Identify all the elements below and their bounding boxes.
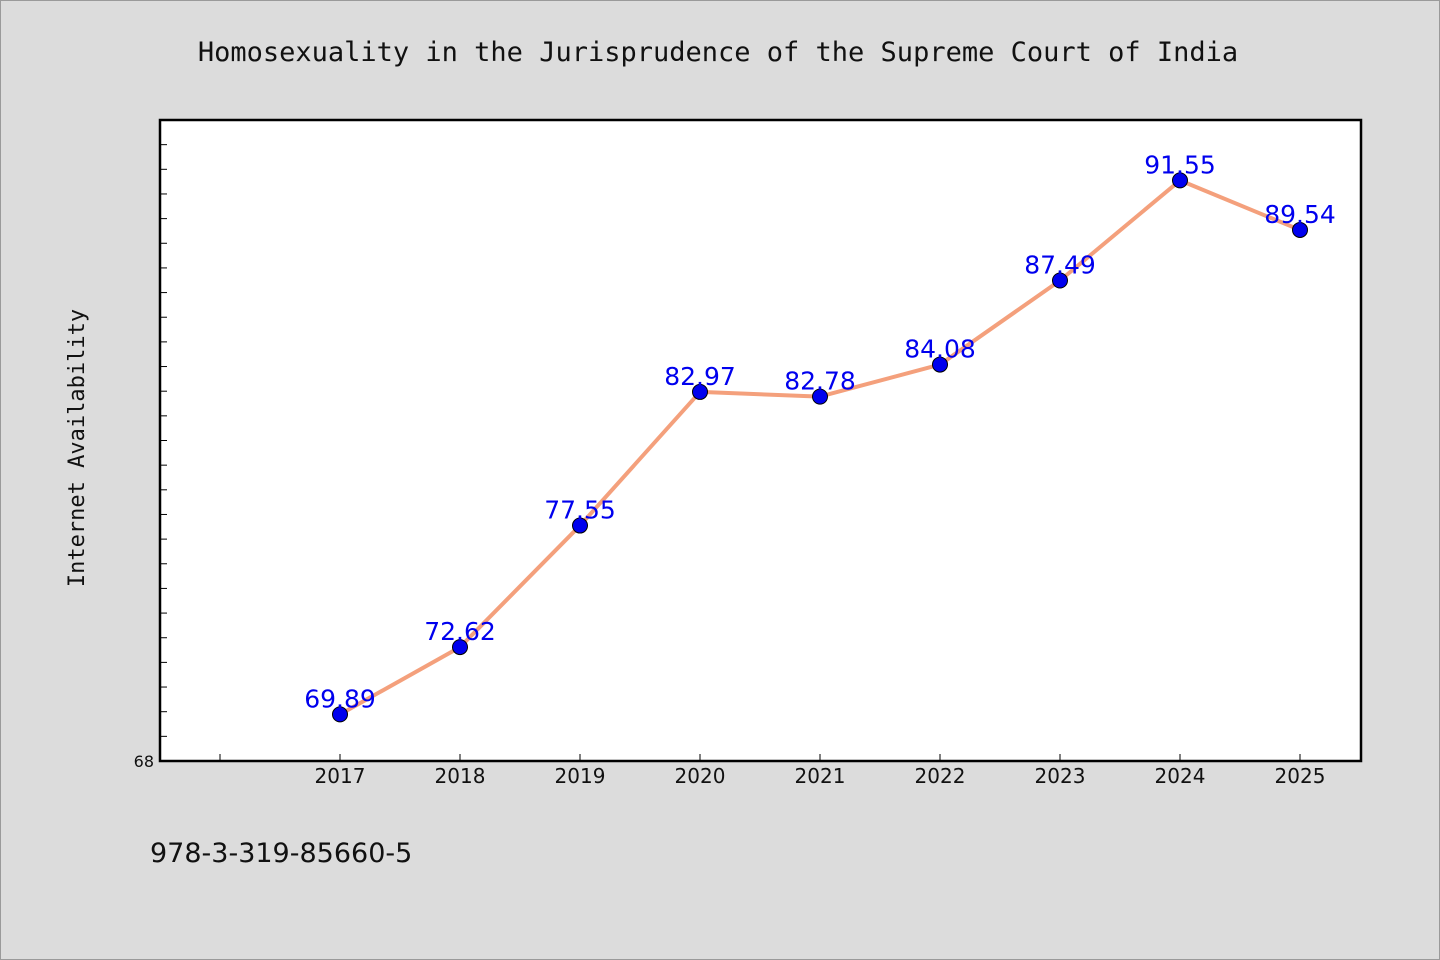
data-label: 69.89 — [304, 684, 376, 713]
x-tick-label: 2018 — [435, 764, 486, 788]
x-ticks: 2017 2018 2019 2020 2021 2022 2023 2024 2025 — [219, 754, 1326, 788]
data-label: 72.62 — [424, 617, 496, 646]
data-label: 91.55 — [1144, 150, 1216, 179]
plot-area — [158, 118, 1363, 763]
x-tick-label: 2019 — [555, 764, 606, 788]
data-label: 82.97 — [664, 362, 736, 391]
data-label: 87.49 — [1024, 250, 1096, 279]
data-label: 77.55 — [544, 496, 616, 525]
x-tick-label: 2025 — [1275, 764, 1326, 788]
data-point-marker — [692, 383, 708, 400]
y-ticks: 68 — [134, 144, 167, 771]
data-point-marker — [332, 706, 348, 723]
x-tick-label: 2023 — [1035, 764, 1086, 788]
x-tick-label: 2024 — [1155, 764, 1206, 788]
y-tick-label: 68 — [134, 752, 154, 771]
x-tick-label: 2021 — [795, 764, 846, 788]
isbn-text: 978-3-319-85660-5 — [150, 838, 412, 869]
chart-title: Homosexuality in the Jurisprudence of th… — [198, 37, 1238, 68]
x-tick-label: 2022 — [915, 764, 966, 788]
data-point-marker — [572, 517, 588, 534]
data-point-marker — [932, 356, 948, 373]
x-tick-label: 2017 — [315, 764, 366, 788]
data-point-marker — [1292, 221, 1308, 238]
data-label: 89.54 — [1264, 200, 1336, 229]
data-point-marker — [812, 388, 828, 405]
data-label: 82.78 — [784, 367, 856, 396]
y-axis-label: Internet Availability — [65, 309, 90, 587]
data-point-marker — [452, 639, 468, 656]
x-tick-label: 2020 — [675, 764, 726, 788]
series-layer: 69.89 72.62 77.55 82.97 82.78 84.08 87.49 91.55… — [304, 150, 1336, 723]
data-label: 84.08 — [904, 335, 976, 364]
data-point-marker — [1172, 172, 1188, 189]
data-point-marker — [1052, 272, 1068, 289]
